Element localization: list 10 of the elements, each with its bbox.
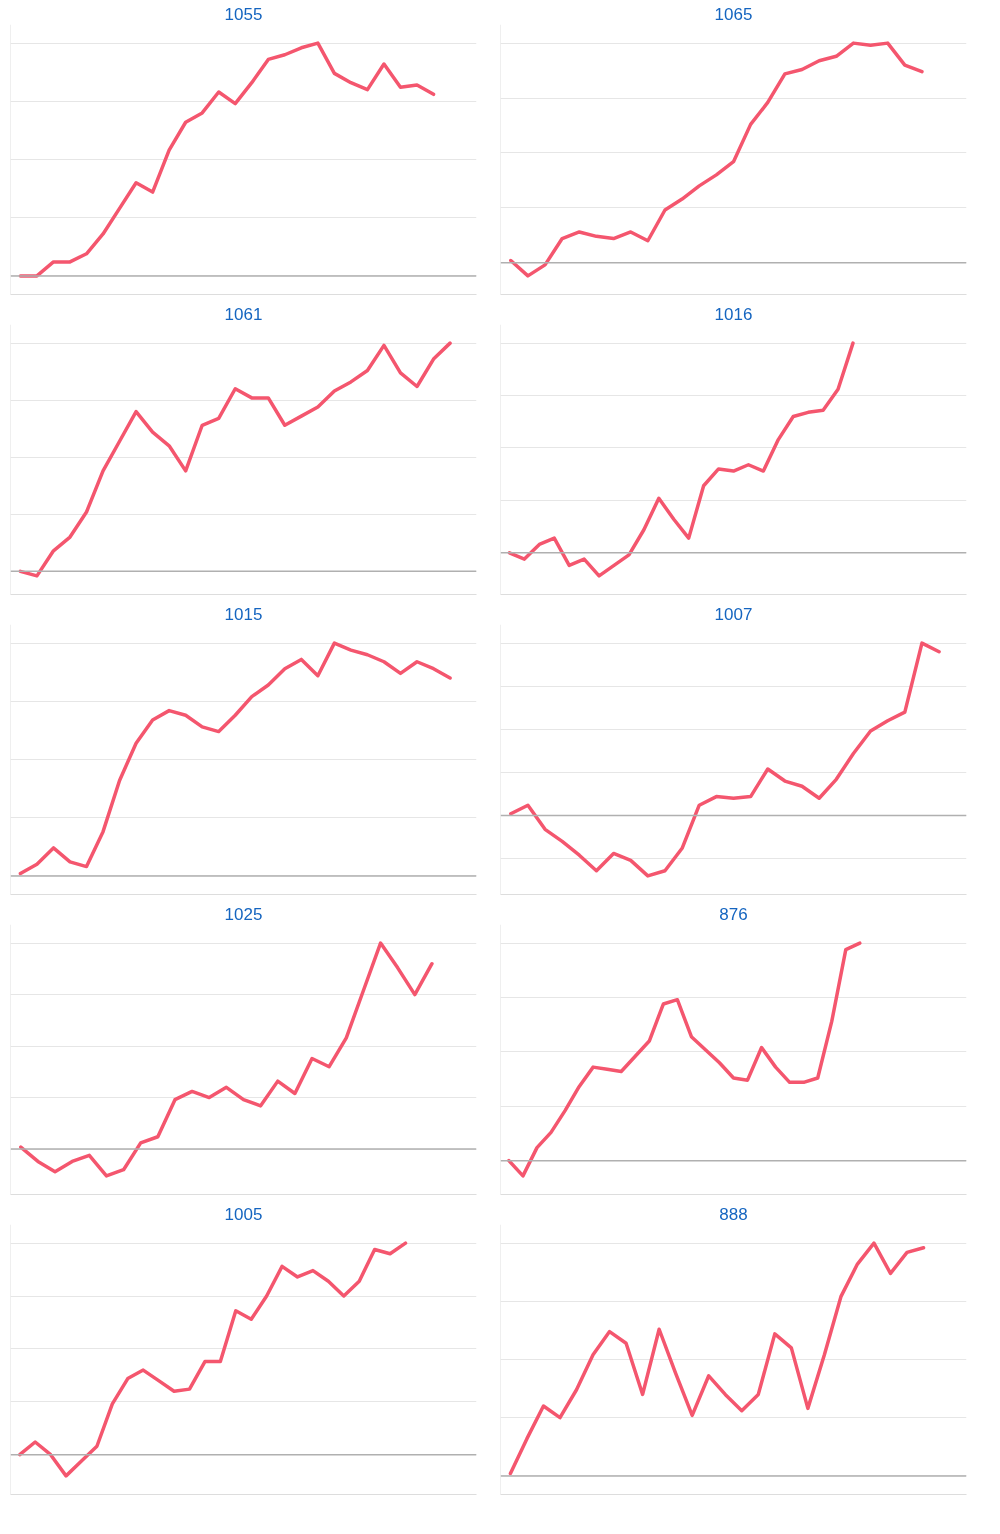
chart-title: 1005 <box>224 1204 263 1224</box>
chart-title: 1061 <box>224 304 263 324</box>
chart-title: 1055 <box>224 4 263 24</box>
chart-title: 888 <box>719 1204 748 1224</box>
chart-title: 1016 <box>714 304 753 324</box>
chart-title: 1015 <box>224 604 263 624</box>
chart-title: 1065 <box>714 4 753 24</box>
chart-title: 1007 <box>714 604 753 624</box>
chart-title: 876 <box>719 904 748 924</box>
chart-title: 1025 <box>224 904 263 924</box>
